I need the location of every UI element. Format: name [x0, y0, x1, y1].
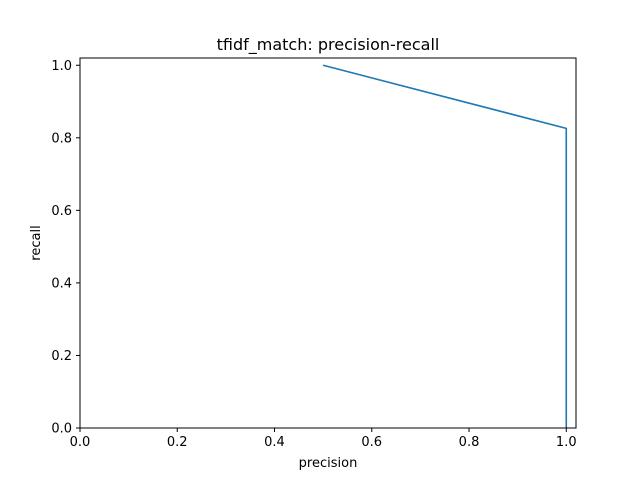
y-tick-label: 0.8	[51, 131, 72, 146]
x-tick-label: 0.6	[361, 435, 382, 450]
ticks: 0.0 0.2 0.4 0.6 0.8 1.0 0.0 0.2 0.4 0.6 0.8 1.0	[51, 59, 576, 450]
y-tick-label: 0.6	[51, 204, 72, 219]
x-tick-label: 0.0	[70, 435, 91, 450]
x-axis-label: precision	[299, 456, 358, 471]
plot-frame	[79, 57, 577, 429]
series	[322, 64, 568, 428]
x-tick-label: 0.4	[264, 435, 285, 450]
y-tick-label: 1.0	[51, 59, 72, 74]
x-tick-label: 1.0	[556, 435, 577, 450]
x-tick-label: 0.8	[459, 435, 480, 450]
y-tick-label: 0.2	[51, 349, 72, 364]
y-tick-label: 0.0	[51, 422, 72, 437]
series-line-0	[322, 64, 568, 428]
chart-title: tfidf_match: precision-recall	[217, 35, 440, 55]
y-axis-label: recall	[29, 225, 44, 260]
y-tick-label: 0.4	[51, 276, 72, 291]
x-tick-label: 0.2	[167, 435, 188, 450]
